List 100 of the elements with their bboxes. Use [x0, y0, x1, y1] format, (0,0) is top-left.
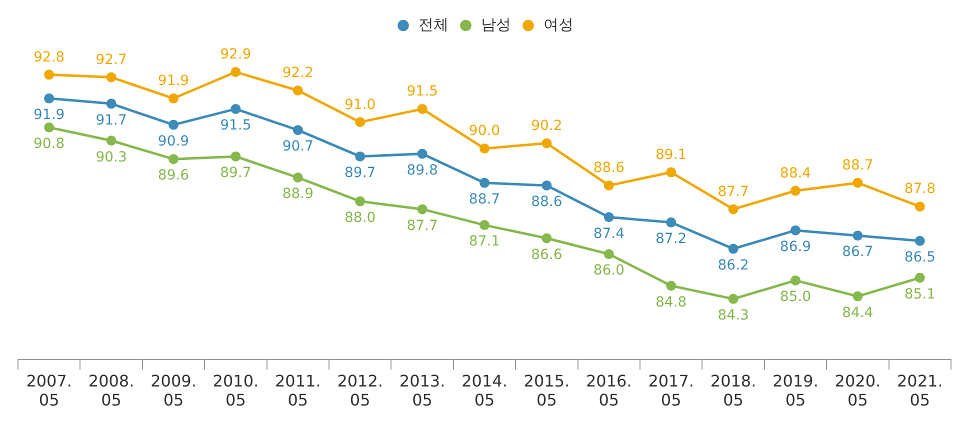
point	[666, 217, 676, 228]
data-label: 84.4	[842, 304, 874, 321]
data-label: 91.7	[96, 112, 127, 128]
data-label: 88.0	[344, 210, 376, 226]
data-label: 92.7	[96, 52, 127, 68]
point	[852, 178, 863, 188]
data-label: 91.9	[34, 107, 65, 124]
x-tick-label: 2012. 05	[337, 371, 384, 410]
point	[168, 120, 178, 130]
point	[666, 280, 676, 291]
data-label: 90.8	[34, 136, 65, 152]
data-label: 86.0	[593, 262, 624, 279]
data-label: 86.7	[842, 244, 874, 260]
data-label: 85.0	[780, 289, 812, 306]
x-tick-label: 2019. 05	[772, 371, 818, 410]
data-label: 91.9	[158, 73, 190, 90]
data-label: 84.8	[656, 294, 687, 310]
point	[417, 204, 428, 214]
point	[355, 196, 366, 206]
data-label: 90.3	[96, 149, 127, 166]
data-label: 91.5	[220, 118, 252, 134]
data-label: 84.3	[718, 308, 749, 324]
data-label: 87.8	[904, 181, 936, 198]
data-label: 87.7	[718, 184, 749, 200]
point	[355, 117, 366, 128]
data-label: 86.5	[904, 250, 936, 266]
x-tick-label: 2007. 05	[26, 371, 72, 410]
point	[542, 233, 552, 244]
point	[44, 70, 54, 80]
point	[417, 104, 428, 114]
data-label: 86.9	[780, 238, 812, 255]
data-label: 87.7	[406, 218, 438, 234]
x-tick-label: 2016. 05	[586, 371, 632, 410]
point	[728, 204, 738, 214]
data-label: 89.6	[158, 168, 190, 184]
data-label: 89.7	[220, 165, 252, 182]
legend-label: 전체	[418, 15, 448, 34]
point	[542, 180, 552, 190]
data-label: 88.9	[282, 186, 314, 202]
data-label: 86.2	[718, 257, 749, 274]
x-tick-label: 2013. 05	[399, 371, 446, 410]
data-label: 89.1	[656, 146, 687, 163]
data-label: 91.5	[406, 84, 438, 100]
point	[106, 136, 116, 146]
data-label: 87.2	[656, 231, 687, 248]
data-label: 92.2	[282, 65, 314, 82]
point	[292, 172, 303, 183]
x-tick-label: 2017. 05	[648, 371, 694, 410]
point	[852, 230, 863, 241]
point	[604, 180, 614, 190]
data-label: 86.6	[531, 246, 562, 263]
point	[914, 272, 925, 283]
x-tick-label: 2015. 05	[524, 371, 570, 410]
point	[168, 93, 178, 104]
point	[44, 122, 54, 132]
point	[230, 151, 241, 162]
data-label: 87.1	[468, 234, 500, 250]
point	[790, 225, 800, 236]
data-label: 88.6	[593, 160, 625, 176]
legend-label: 남성	[480, 15, 511, 34]
point	[790, 275, 800, 286]
point	[542, 138, 552, 148]
x-tick-label: 2011. 05	[274, 371, 321, 410]
data-label: 90.0	[468, 123, 500, 140]
point	[728, 294, 738, 304]
x-tick-label: 2018. 05	[710, 371, 756, 410]
point	[480, 178, 490, 188]
data-label: 85.1	[904, 286, 936, 302]
point	[292, 85, 303, 96]
point	[914, 236, 925, 246]
point	[852, 291, 863, 302]
data-label: 87.4	[593, 226, 625, 242]
data-label: 90.2	[531, 118, 562, 134]
x-tick-label: 2009. 05	[150, 371, 196, 410]
legend-label: 여성	[543, 15, 574, 34]
point	[417, 148, 428, 159]
point	[480, 220, 490, 230]
point	[230, 104, 241, 114]
data-label: 88.7	[842, 157, 874, 174]
x-tick-label: 2014. 05	[462, 371, 508, 410]
point	[604, 212, 614, 222]
data-label: 89.8	[406, 162, 438, 178]
point	[604, 249, 614, 260]
point	[355, 151, 366, 162]
data-label: 88.4	[780, 165, 812, 182]
point	[666, 167, 676, 178]
point	[790, 186, 800, 196]
x-tick-label: 2010. 05	[212, 371, 259, 410]
data-label: 92.9	[220, 46, 252, 63]
point	[292, 125, 303, 136]
x-tick-label: 2020. 05	[834, 371, 881, 410]
point	[480, 144, 490, 154]
data-label: 91.0	[344, 96, 376, 113]
point	[106, 98, 116, 109]
point	[728, 244, 738, 254]
data-label: 92.8	[34, 49, 65, 66]
data-label: 90.9	[158, 133, 190, 150]
point	[168, 154, 178, 164]
data-label: 88.7	[468, 191, 500, 208]
x-tick-label: 2008. 05	[88, 371, 134, 410]
